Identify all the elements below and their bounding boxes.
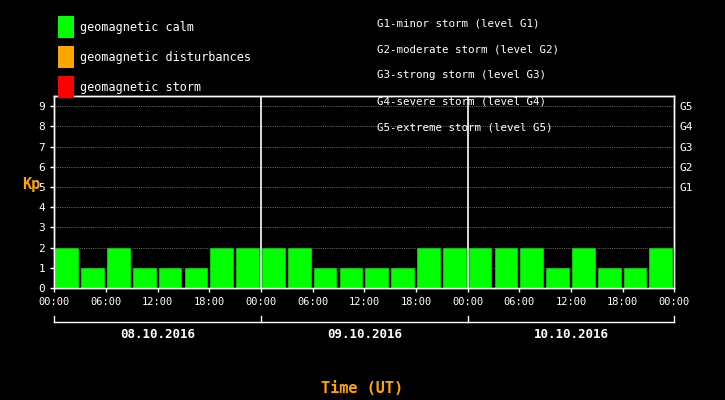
Text: 08.10.2016: 08.10.2016 <box>120 328 195 341</box>
Bar <box>650 248 674 288</box>
Bar <box>392 268 415 288</box>
Bar <box>159 268 183 288</box>
Text: geomagnetic storm: geomagnetic storm <box>80 80 201 94</box>
Text: 09.10.2016: 09.10.2016 <box>327 328 402 341</box>
Text: G1-minor storm (level G1): G1-minor storm (level G1) <box>377 18 539 28</box>
Bar <box>185 268 208 288</box>
Bar <box>107 248 130 288</box>
Bar <box>288 248 312 288</box>
Bar <box>624 268 647 288</box>
Text: G2-moderate storm (level G2): G2-moderate storm (level G2) <box>377 44 559 54</box>
Bar <box>443 248 467 288</box>
Text: Time (UT): Time (UT) <box>321 381 404 396</box>
Bar <box>546 268 570 288</box>
Bar <box>236 248 260 288</box>
Bar <box>314 268 337 288</box>
Text: G3-strong storm (level G3): G3-strong storm (level G3) <box>377 70 546 80</box>
Text: 10.10.2016: 10.10.2016 <box>534 328 608 341</box>
Y-axis label: Kp: Kp <box>22 177 40 192</box>
Bar <box>572 248 596 288</box>
Bar <box>55 248 79 288</box>
Bar <box>210 248 234 288</box>
Bar <box>365 268 389 288</box>
Text: geomagnetic disturbances: geomagnetic disturbances <box>80 50 251 64</box>
Text: geomagnetic calm: geomagnetic calm <box>80 20 194 34</box>
Bar <box>417 248 441 288</box>
Bar <box>133 268 157 288</box>
Bar <box>81 268 105 288</box>
Bar <box>521 248 544 288</box>
Bar <box>494 248 518 288</box>
Text: G4-severe storm (level G4): G4-severe storm (level G4) <box>377 96 546 106</box>
Bar <box>468 248 492 288</box>
Bar <box>598 268 621 288</box>
Bar <box>339 268 363 288</box>
Text: G5-extreme storm (level G5): G5-extreme storm (level G5) <box>377 122 552 132</box>
Bar <box>262 248 286 288</box>
